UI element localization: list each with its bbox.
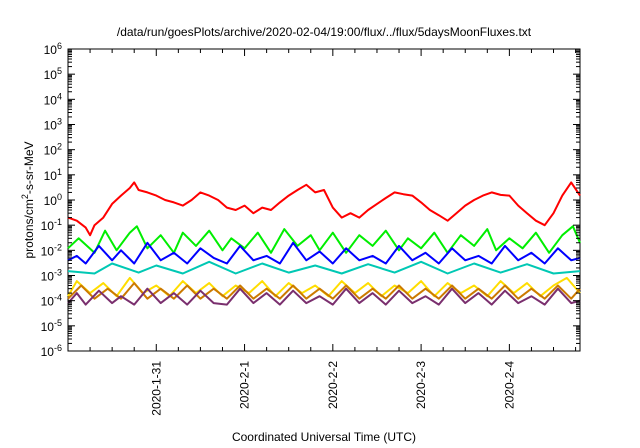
- series-line-2: [67, 225, 581, 254]
- chart-title: /data/run/goesPlots/archive/2020-02-04/1…: [117, 25, 532, 39]
- series-line-1: [67, 181, 581, 237]
- y-tick-label-base: 10: [44, 169, 58, 183]
- y-tick-label-base: 10: [41, 244, 55, 258]
- y-axis-label-rest: -s-sr-MeV: [22, 141, 36, 194]
- y-axis: 10-610-510-410-310-210-11001011021031041…: [41, 41, 580, 359]
- x-tick-label: 2020-2-2: [326, 361, 340, 409]
- y-tick-label-base: 10: [41, 320, 55, 334]
- y-tick-label-exponent: 3: [57, 117, 62, 127]
- x-tick-label: 2020-2-1: [238, 361, 252, 409]
- y-tick-label-base: 10: [44, 119, 58, 133]
- series-layer: [67, 181, 581, 306]
- x-tick-label: 2020-2-3: [414, 361, 428, 409]
- y-tick-label-base: 10: [44, 43, 58, 57]
- y-tick-label-base: 10: [44, 93, 58, 107]
- plot-frame: [67, 48, 581, 352]
- y-tick-label-exponent: 4: [57, 91, 62, 101]
- series-line-7: [67, 287, 581, 306]
- y-tick-label: 103: [44, 117, 62, 133]
- y-tick-label-exponent: 2: [57, 142, 62, 152]
- y-tick-label: 10-6: [41, 343, 62, 359]
- y-tick-label-base: 10: [41, 219, 55, 233]
- y-tick-label-exponent: -2: [54, 242, 62, 252]
- y-tick-label-exponent: 1: [57, 167, 62, 177]
- y-tick-label-exponent: 5: [57, 66, 62, 76]
- y-tick-label: 105: [44, 66, 62, 82]
- y-axis-label-sup: 2: [20, 194, 30, 199]
- y-tick-label-base: 10: [44, 194, 58, 208]
- y-tick-label: 10-3: [41, 268, 62, 284]
- y-tick-label: 104: [44, 91, 62, 107]
- y-tick-label: 10-4: [41, 293, 62, 309]
- series-line-4: [67, 241, 581, 265]
- x-axis-label: Coordinated Universal Time (UTC): [232, 430, 416, 444]
- y-tick-label-base: 10: [44, 68, 58, 82]
- y-tick-label-base: 10: [41, 345, 55, 359]
- x-axis: 2020-1-31 2020-2-1 2020-2-2 2020-2-3 2020-2-…: [89, 49, 577, 416]
- series-line-6: [67, 282, 581, 300]
- y-tick-label: 10-5: [41, 318, 62, 334]
- y-tick-label: 10-1: [41, 217, 62, 233]
- x-tick-label: 2020-2-4: [502, 361, 516, 409]
- y-tick-label: 102: [44, 142, 62, 158]
- x-tick-label: 2020-1-31: [149, 361, 163, 416]
- y-tick-label-exponent: 6: [57, 41, 62, 51]
- y-tick-label: 101: [44, 167, 62, 183]
- y-tick-label-exponent: -4: [54, 293, 62, 303]
- series-line-3: [67, 260, 581, 275]
- y-tick-label-exponent: -1: [54, 217, 62, 227]
- y-tick-label-base: 10: [41, 270, 55, 284]
- y-tick-label: 10-2: [41, 242, 62, 258]
- y-tick-label-base: 10: [44, 144, 58, 158]
- y-tick-label-base: 10: [41, 295, 55, 309]
- y-tick-label-exponent: -5: [54, 318, 62, 328]
- y-axis-label-base: protons/cm: [22, 199, 36, 258]
- y-axis-label: protons/cm2-s-sr-MeV: [20, 141, 36, 258]
- y-tick-label: 100: [44, 192, 62, 208]
- y-tick-label-exponent: 0: [57, 192, 62, 202]
- y-tick-label-exponent: -3: [54, 268, 62, 278]
- y-tick-label-exponent: -6: [54, 343, 62, 353]
- y-tick-label: 106: [44, 41, 62, 57]
